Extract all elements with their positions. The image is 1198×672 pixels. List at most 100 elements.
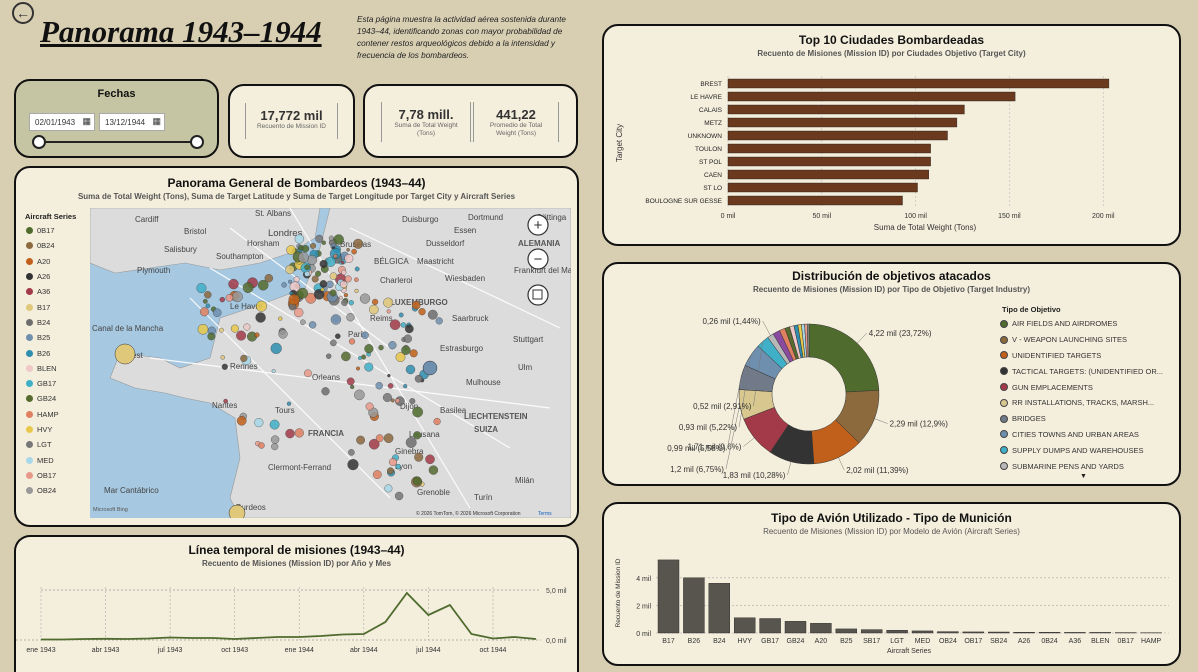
bombing-marker — [412, 476, 422, 486]
bombing-marker — [372, 470, 382, 479]
x-tick-label: ene 1943 — [26, 647, 55, 654]
legend-item[interactable]: OB17 — [26, 468, 59, 483]
legend-label: GB17 — [37, 379, 57, 389]
city-bar — [727, 182, 918, 193]
legend-item[interactable]: SUPPLY DUMPS AND WAREHOUSES — [1000, 442, 1163, 458]
place-label: Ulm — [518, 363, 533, 372]
aircraft-bar — [937, 631, 959, 634]
bombing-marker — [361, 354, 367, 360]
legend-item[interactable]: GB24 — [26, 391, 59, 406]
bombing-marker — [341, 351, 351, 362]
bombing-marker — [364, 362, 374, 372]
bombing-marker — [297, 252, 309, 263]
road — [349, 227, 561, 329]
bombing-marker — [348, 338, 356, 345]
bombing-marker — [242, 282, 254, 294]
bombing-marker — [398, 312, 404, 318]
kpi-missions-card: 17,772 mil Recuento de Mission ID — [228, 84, 355, 158]
legend-item[interactable]: CITIES TOWNS AND URBAN AREAS — [1000, 427, 1163, 443]
bombing-marker — [372, 298, 379, 306]
start-date-input[interactable]: 02/01/1943 ▦ — [29, 113, 95, 131]
y-tick-label: ST LO — [703, 185, 722, 192]
bombing-marker — [395, 352, 406, 363]
calendar-icon[interactable]: ▦ — [82, 116, 91, 126]
leader-line — [874, 418, 888, 424]
legend-item[interactable]: HVY — [26, 422, 59, 437]
legend-item[interactable]: B17 — [26, 299, 59, 314]
legend-item[interactable]: MED — [26, 452, 59, 467]
zoom-in-icon[interactable]: + — [527, 214, 549, 236]
bombing-marker — [405, 364, 416, 375]
legend-label: A26 — [37, 272, 51, 282]
calendar-icon[interactable]: ▦ — [152, 116, 161, 126]
legend-item[interactable]: AIR FIELDS AND AIRDROMES — [1000, 316, 1163, 332]
date-slider-start-handle[interactable] — [32, 135, 46, 149]
place-label: Dortmund — [468, 213, 503, 222]
legend-item[interactable]: A20 — [26, 254, 59, 269]
bombing-marker — [383, 433, 394, 443]
timeline-chart: 5,0 mil 0,0 mil ene 1943 abr 1943 jul 1943 oc… — [16, 587, 567, 654]
legend-item[interactable]: GUN EMPLACEMENTS — [1000, 379, 1163, 395]
bombing-marker — [341, 299, 348, 306]
date-slider-track[interactable] — [38, 141, 198, 143]
legend-item[interactable]: B24 — [26, 315, 59, 330]
end-date-input[interactable]: 13/12/1944 ▦ — [99, 113, 165, 131]
legend-item[interactable]: 0B24 — [26, 238, 59, 253]
bombing-marker — [329, 247, 342, 260]
legend-item[interactable]: A36 — [26, 284, 59, 299]
scroll-down-icon[interactable]: ▼ — [1080, 473, 1087, 480]
bombing-marker — [221, 363, 228, 370]
bombing-marker — [320, 287, 325, 292]
select-button-glyph — [532, 289, 543, 300]
bombing-marker — [315, 270, 322, 277]
x-tick-label: 100 mil — [904, 213, 927, 220]
back-button[interactable]: ← — [12, 2, 34, 24]
x-tick-label: 50 mil — [812, 213, 831, 220]
x-tick-label: abr 1944 — [350, 647, 378, 654]
zoom-out-icon[interactable]: − — [527, 248, 549, 270]
place-label: Canal de la Mancha — [92, 324, 164, 333]
legend-item[interactable]: LGT — [26, 437, 59, 452]
date-slider-end-handle[interactable] — [190, 135, 204, 149]
legend-item[interactable]: SUBMARINE PENS AND YARDS — [1000, 458, 1163, 474]
bombing-marker — [348, 449, 355, 456]
legend-label: CITIES TOWNS AND URBAN AREAS — [1012, 429, 1139, 439]
leader-line — [856, 332, 867, 344]
bombing-marker — [230, 324, 239, 333]
legend-label: B17 — [37, 302, 51, 312]
legend-item[interactable]: RR INSTALLATIONS, TRACKS, MARSH... — [1000, 395, 1163, 411]
date-filter-title: Fechas — [97, 88, 136, 100]
zoom-button-glyph: + — [534, 217, 543, 234]
legend-marker — [26, 288, 33, 296]
legend-item[interactable]: GB17 — [26, 376, 59, 391]
legend-item[interactable]: A26 — [26, 269, 59, 284]
place-label: Clermont-Ferrand — [268, 463, 331, 472]
legend-item[interactable]: BLEN — [26, 361, 59, 376]
legend-item[interactable]: V - WEAPON LAUNCHING SITES — [1000, 332, 1163, 348]
legend-item[interactable]: UNIDENTIFIED TARGETS — [1000, 348, 1163, 364]
zoom-button-glyph: − — [534, 251, 543, 268]
legend-label: TACTICAL TARGETS: (UNIDENTIFIED OR... — [1012, 366, 1163, 376]
road — [229, 227, 391, 349]
legend-item[interactable]: BRIDGES — [1000, 411, 1163, 427]
kpi-weight-card: 7,78 mill. Suma de Total Weight (Tons) 4… — [363, 84, 578, 158]
bombing-marker — [390, 398, 395, 403]
x-tick-label: jul 1944 — [415, 647, 441, 654]
legend-item[interactable]: B25 — [26, 330, 59, 345]
lasso-select-icon[interactable] — [527, 284, 549, 306]
date-filter-card: Fechas 02/01/1943 ▦ 13/12/1944 ▦ — [14, 79, 219, 158]
legend-item[interactable]: 0B17 — [26, 223, 59, 238]
x-tick-label: HVY — [737, 638, 752, 645]
y-tick-label: 2 mil — [636, 603, 651, 610]
data-label: 4,22 mil (23,72%) — [869, 329, 932, 338]
map-subtitle: Suma de Total Weight (Tons), Suma de Tar… — [77, 192, 516, 201]
place-label: SUIZA — [474, 425, 498, 434]
bombing-marker — [231, 291, 243, 303]
bombing-marker — [368, 438, 380, 450]
place-label: Cardiff — [135, 215, 159, 224]
legend-item[interactable]: B26 — [26, 345, 59, 360]
legend-item[interactable]: TACTICAL TARGETS: (UNIDENTIFIED OR... — [1000, 363, 1163, 379]
legend-item[interactable]: HAMP — [26, 407, 59, 422]
bombing-map[interactable]: Cardiff Bristol St. Albans Londres Duisburgo… — [90, 208, 571, 518]
legend-item[interactable]: OB24 — [26, 483, 59, 498]
